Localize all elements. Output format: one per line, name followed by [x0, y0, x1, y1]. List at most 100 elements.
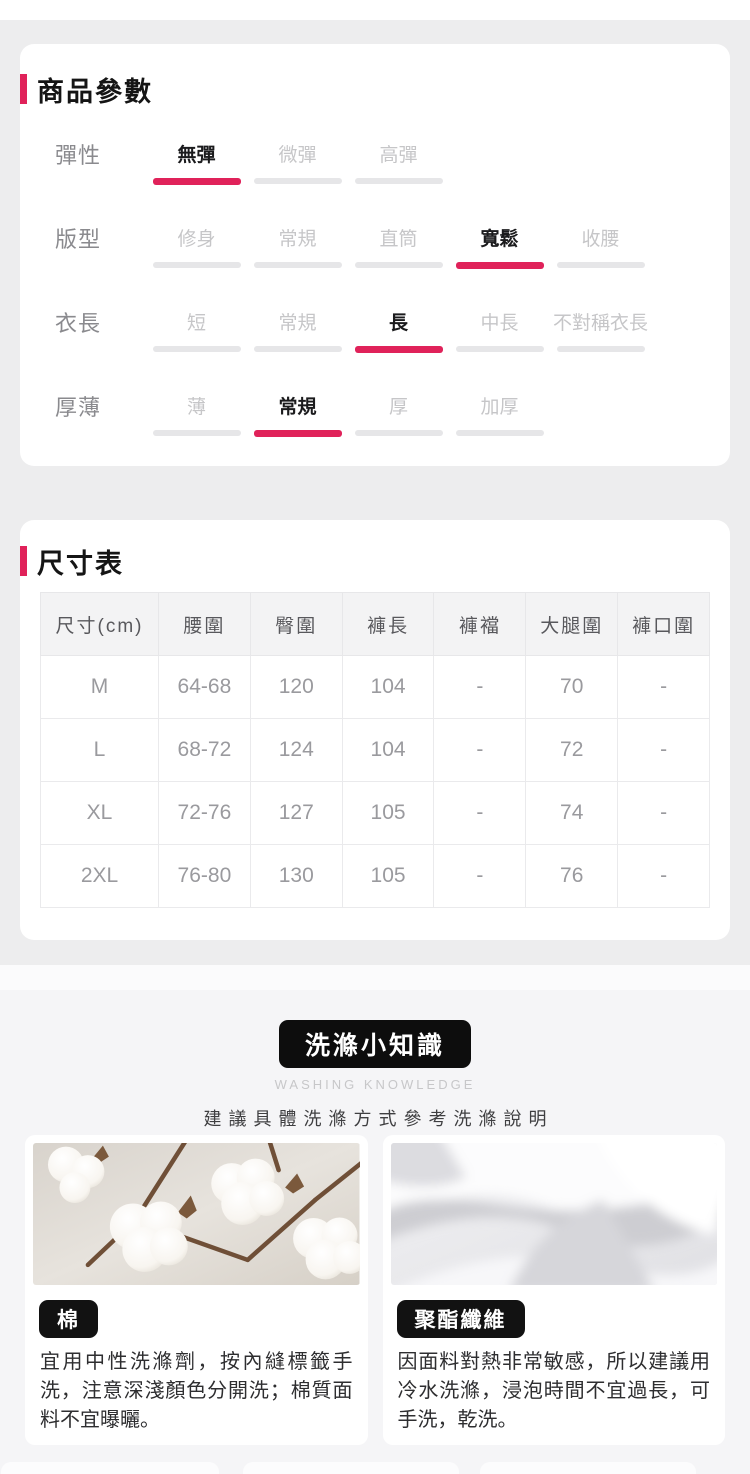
param-row: 厚薄 薄 常規 厚 加厚: [20, 382, 730, 466]
table-header-row: 尺寸(cm) 腰圍 臀圍 褲長 褲襠 大腿圍 褲口圍: [40, 592, 710, 656]
table-cell: 130: [249, 844, 343, 908]
top-white-strip: [0, 0, 750, 20]
table-cell: -: [617, 844, 710, 908]
indicator-bar: [455, 430, 544, 436]
param-option-selected: 無彈: [146, 142, 247, 214]
next-row-card-stub: [480, 1462, 696, 1474]
indicator-bar: [354, 178, 443, 184]
param-option: 薄: [146, 394, 247, 466]
selected-indicator-bar: [354, 346, 443, 353]
indicator-bar: [253, 178, 342, 184]
washing-title-badge: 洗滌小知識: [278, 1020, 471, 1068]
param-row: 衣長 短 常規 長 中長 不對稱衣長: [20, 298, 730, 382]
param-row-label: 衣長: [55, 311, 102, 336]
table-cell: -: [617, 655, 710, 719]
table-cell: 105: [341, 781, 435, 845]
size-chart-table: 尺寸(cm) 腰圍 臀圍 褲長 褲襠 大腿圍 褲口圍 M 64-68 120 104-70- L 68-…: [40, 592, 710, 908]
param-option-label: 直筒: [379, 229, 418, 250]
param-option: 中長: [449, 310, 550, 382]
table-cell: -: [617, 718, 710, 782]
param-option-label: 不對稱衣長: [552, 313, 648, 334]
table-cell: -: [433, 655, 527, 719]
param-option: 常規: [247, 310, 348, 382]
param-option-label: 高彈: [379, 145, 418, 166]
white-fabric-photo: [390, 1143, 717, 1285]
cotton-plant-photo: [33, 1143, 360, 1285]
table-cell: 104: [341, 718, 435, 782]
param-row: 版型 修身 常規 直筒 寬鬆 收腰: [20, 214, 730, 298]
table-cell: 104: [341, 655, 435, 719]
param-option-selected: 常規: [247, 394, 348, 466]
section-divider-band: [0, 965, 750, 990]
table-cell: -: [433, 781, 527, 845]
table-cell: 70: [525, 655, 619, 719]
table-cell: -: [617, 781, 710, 845]
param-option-label: 收腰: [581, 229, 620, 250]
washing-subtitle-en: WASHING KNOWLEDGE: [274, 1077, 476, 1092]
indicator-bar: [152, 430, 241, 436]
param-option-label: 寬鬆: [480, 229, 519, 250]
table-cell: M: [40, 655, 159, 719]
indicator-bar: [354, 262, 443, 268]
param-option: 加厚: [449, 394, 550, 466]
param-option-label: 短: [186, 313, 206, 334]
table-cell: L: [40, 718, 159, 782]
next-row-card-stub: [1, 1462, 219, 1474]
material-care-text: 宜用中性洗滌劑，按內縫標籤手洗，注意深淺顏色分開洗；棉質面料不宜曝曬。: [40, 1351, 353, 1431]
table-row: L 68-72 124 104-72-: [40, 718, 710, 782]
material-tag-badge: 聚酯纖維: [396, 1300, 525, 1338]
size-chart-section: 尺寸表 尺寸(cm) 腰圍 臀圍 褲長 褲襠 大腿圍 褲口圍 M 64-68 120 104-70-…: [20, 520, 730, 940]
param-option: 直筒: [348, 226, 449, 298]
indicator-bar: [556, 262, 645, 268]
param-option-label: 常規: [278, 313, 317, 334]
param-row-label: 彈性: [55, 143, 102, 168]
table-header-cell: 尺寸(cm): [40, 592, 159, 656]
washing-card: 聚酯纖維 因面料對熱非常敏感，所以建議用冷水洗滌，浸泡時間不宜過長，可手洗，乾洗。: [382, 1135, 725, 1445]
washing-section: 洗滌小知識 WASHING KNOWLEDGE 建議具體洗滌方式參考洗滌說明: [0, 990, 750, 1474]
table-cell: -: [433, 844, 527, 908]
selected-indicator-bar: [253, 430, 342, 437]
table-header-cell: 褲長: [341, 592, 435, 656]
param-option-label: 薄: [186, 397, 206, 418]
table-cell: 76: [525, 844, 619, 908]
table-row: M 64-68 120 104-70-: [40, 655, 710, 719]
param-option: 高彈: [348, 142, 449, 214]
table-cell: XL: [40, 781, 159, 845]
param-option: 修身: [146, 226, 247, 298]
size-chart-title: 尺寸表: [37, 548, 124, 579]
title-accent-bar: [20, 74, 27, 104]
param-row-label: 厚薄: [55, 395, 102, 420]
param-option-label: 修身: [177, 229, 216, 250]
table-row: 2XL 76-80 130 105-76-: [40, 844, 710, 908]
table-header-cell: 臀圍: [249, 592, 343, 656]
param-row: 彈性 無彈 微彈 高彈: [20, 130, 730, 214]
indicator-bar: [152, 262, 241, 268]
param-option-selected: 長: [348, 310, 449, 382]
table-cell: 2XL: [40, 844, 159, 908]
table-cell: 68-72: [158, 718, 251, 782]
param-option-label: 常規: [278, 397, 317, 418]
param-row-label: 版型: [55, 227, 102, 252]
table-cell: 72-76: [158, 781, 251, 845]
param-option-label: 無彈: [177, 145, 216, 166]
table-cell: 127: [249, 781, 343, 845]
param-option: 不對稱衣長: [550, 310, 651, 382]
washing-cards: 棉宜用中性洗滌劑，按內縫標籤手洗，注意深淺顏色分開洗；棉質面料不宜曝曬。 聚酯纖…: [25, 1135, 725, 1445]
param-option: 常規: [247, 226, 348, 298]
param-option-selected: 寬鬆: [449, 226, 550, 298]
table-header-cell: 大腿圍: [525, 592, 619, 656]
indicator-bar: [152, 346, 241, 352]
title-accent-bar: [20, 546, 27, 576]
indicator-bar: [253, 346, 342, 352]
table-cell: -: [433, 718, 527, 782]
param-option: 厚: [348, 394, 449, 466]
param-option: 微彈: [247, 142, 348, 214]
table-header-cell: 腰圍: [158, 592, 251, 656]
table-cell: 105: [341, 844, 435, 908]
table-cell: 120: [249, 655, 343, 719]
section-title: 商品參數: [20, 72, 730, 107]
table-cell: 72: [525, 718, 619, 782]
washing-card: 棉宜用中性洗滌劑，按內縫標籤手洗，注意深淺顏色分開洗；棉質面料不宜曝曬。: [25, 1135, 368, 1445]
table-cell: 76-80: [158, 844, 251, 908]
indicator-bar: [354, 430, 443, 436]
